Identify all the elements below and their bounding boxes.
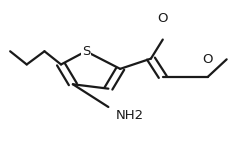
- Text: NH2: NH2: [116, 108, 144, 122]
- Text: O: O: [158, 12, 168, 25]
- Text: S: S: [82, 45, 90, 58]
- Text: O: O: [203, 53, 213, 66]
